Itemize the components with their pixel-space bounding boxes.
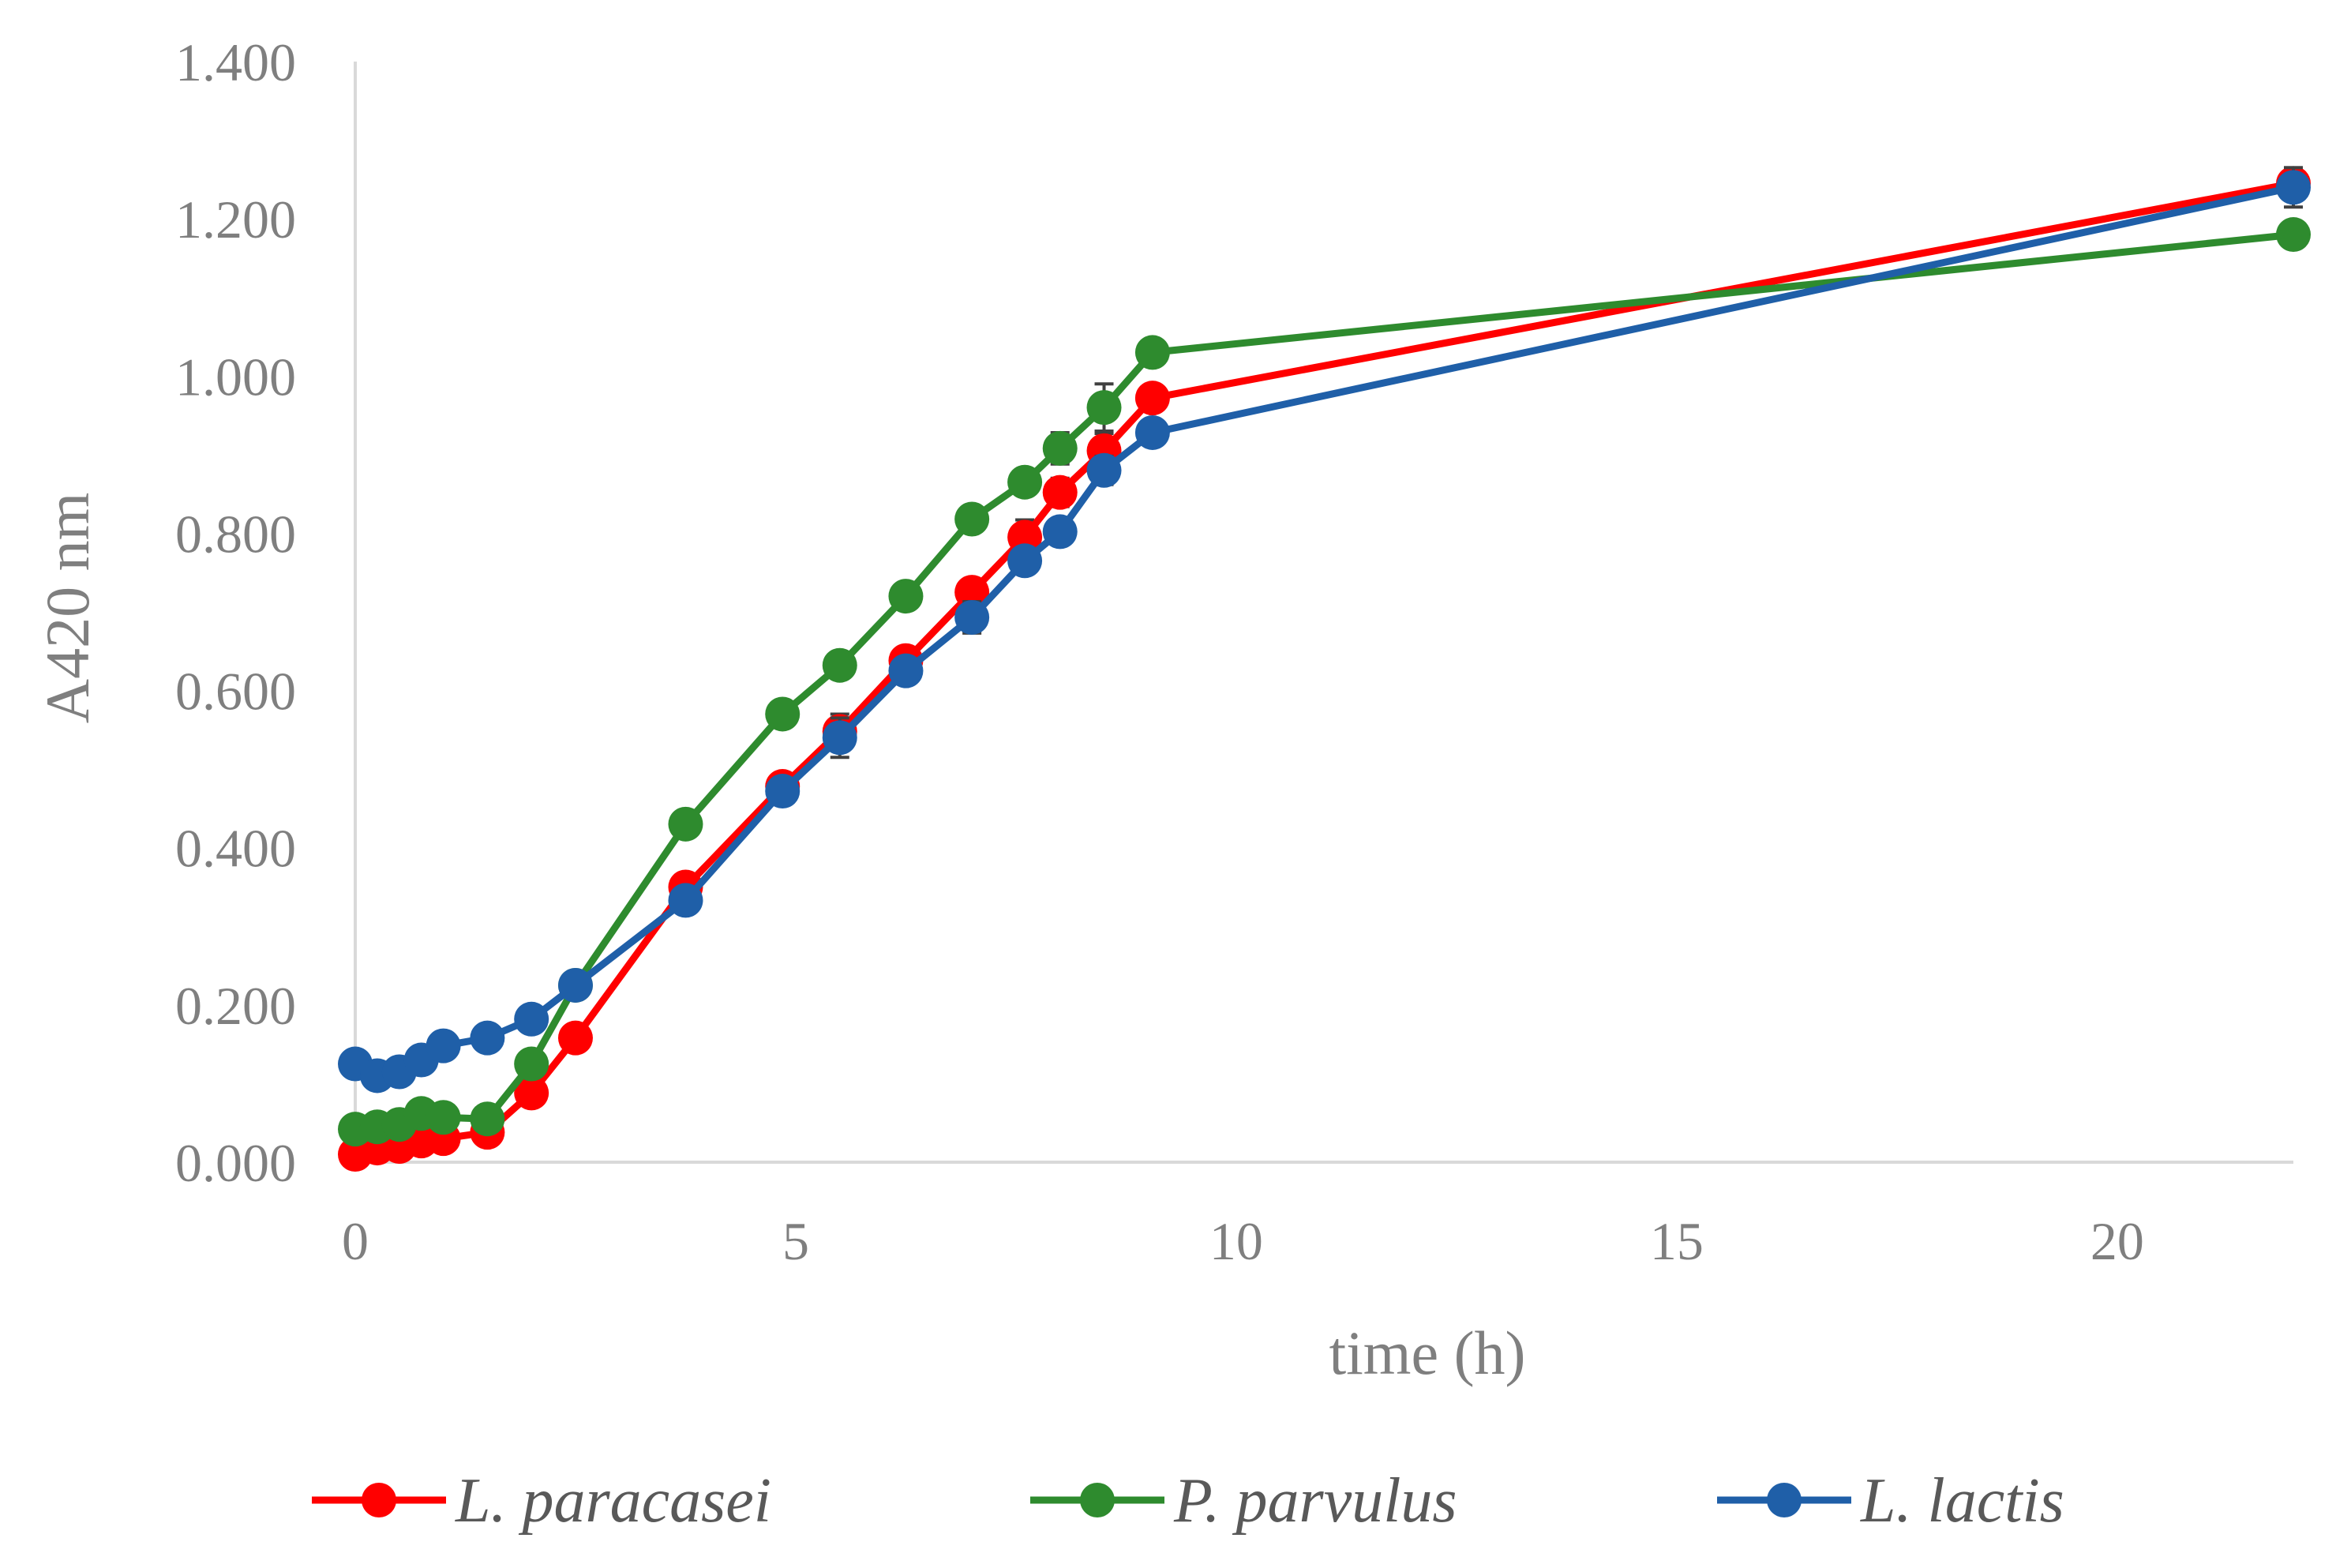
data-point <box>668 883 703 918</box>
data-point <box>765 774 801 809</box>
data-point <box>1042 430 1078 466</box>
data-point <box>557 967 593 1003</box>
legend-marker <box>1767 1483 1802 1517</box>
x-tick-labels: 0 5 10 15 20 <box>342 1211 2144 1271</box>
data-point <box>954 599 990 635</box>
data-point <box>1134 415 1170 450</box>
data-point <box>1134 335 1170 370</box>
y-tick-label: 1.200 <box>175 189 296 249</box>
y-tick-label: 0.200 <box>175 976 296 1036</box>
y-tick-label: 0.000 <box>175 1133 296 1193</box>
y-tick-labels: 0.000 0.200 0.400 0.600 0.800 1.000 1.200 1.400 <box>175 32 296 1193</box>
data-point <box>888 579 924 614</box>
series-layer <box>338 166 2311 1172</box>
data-point <box>765 696 801 732</box>
x-tick-label: 15 <box>1650 1211 1704 1271</box>
data-point <box>1086 390 1122 426</box>
x-tick-label: 10 <box>1209 1211 1263 1271</box>
data-point <box>1007 543 1043 579</box>
data-point <box>1086 452 1122 488</box>
legend-item: P. parvulus <box>1030 1466 1457 1536</box>
y-tick-label: 1.400 <box>175 32 296 92</box>
data-point <box>426 1028 461 1063</box>
legend-marker <box>1080 1483 1115 1517</box>
series-1 <box>338 166 2311 1172</box>
data-point <box>2276 170 2311 205</box>
data-point <box>557 1020 593 1056</box>
data-point <box>514 1075 549 1111</box>
data-point <box>426 1100 461 1135</box>
x-tick-label: 0 <box>342 1211 369 1271</box>
legend-label: P. parvulus <box>1173 1466 1457 1536</box>
y-tick-label: 0.800 <box>175 504 296 564</box>
series-line <box>351 179 2297 1158</box>
data-point <box>2276 217 2311 253</box>
data-point <box>514 1046 549 1082</box>
legend-item: L. lactis <box>1717 1466 2064 1536</box>
data-point <box>888 653 924 688</box>
legend-item: L. paracasei <box>312 1466 771 1536</box>
data-point <box>1042 475 1078 510</box>
x-axis-title: time (h) <box>1329 1319 1525 1387</box>
legend-label: L. paracasei <box>455 1466 771 1536</box>
axes <box>354 62 2293 1164</box>
data-point <box>822 647 857 683</box>
data-point <box>1042 514 1078 550</box>
y-tick-label: 0.400 <box>175 819 296 879</box>
y-axis-title: A420 nm <box>33 493 102 724</box>
y-tick-label: 0.600 <box>175 662 296 722</box>
data-point <box>470 1020 505 1056</box>
data-point <box>954 501 990 537</box>
legend: L. paracasei P. parvulus L. lactis <box>312 1466 2064 1536</box>
series-3 <box>338 166 2311 1093</box>
data-point <box>822 720 857 756</box>
data-point <box>1134 381 1170 416</box>
x-tick-label: 5 <box>782 1211 809 1271</box>
x-tick-label: 20 <box>2090 1211 2144 1271</box>
legend-marker <box>362 1483 396 1517</box>
data-point <box>668 806 703 842</box>
y-tick-label: 1.000 <box>175 347 296 407</box>
data-point <box>470 1101 505 1137</box>
data-point <box>514 1001 549 1037</box>
data-point <box>1007 464 1043 500</box>
legend-label: L. lactis <box>1860 1466 2064 1536</box>
series-2 <box>338 217 2311 1147</box>
